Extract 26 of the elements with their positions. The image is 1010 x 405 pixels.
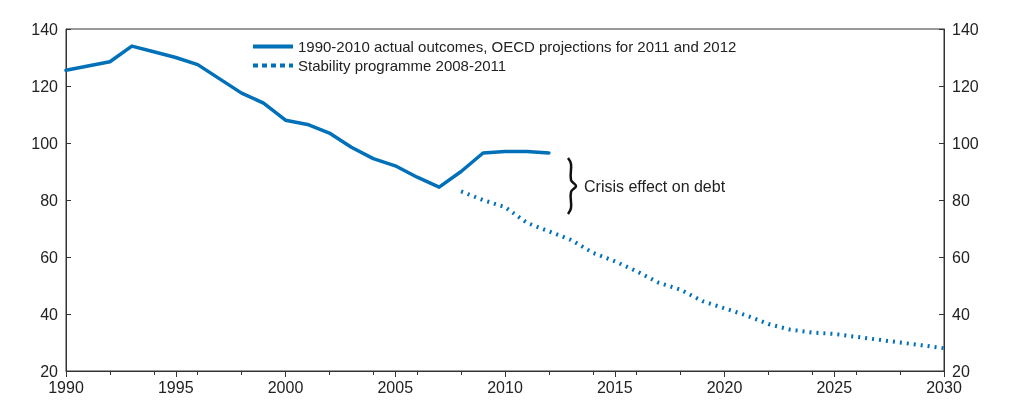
y2-tick-label: 140 [952,20,979,38]
x-tick-label: 1990 [48,378,84,396]
annotation: Crisis effect on debt [584,177,726,195]
y-tick-label: 40 [40,305,59,323]
legend-label: 1990-2010 actual outcomes, OECD projections for 2011 and 2012 [298,38,737,55]
y-tick-label: 120 [31,77,59,95]
x-tick-label: 2030 [926,378,962,396]
y-tick-label: 100 [31,134,59,152]
legend-label: Stability programme 2008-2011 [298,57,507,74]
x-tick-label: 2020 [706,378,743,396]
y2-tick-label: 80 [952,191,970,209]
y-tick-label: 60 [40,248,59,266]
y2-tick-label: 40 [952,305,970,323]
y2-tick-label: 20 [952,362,970,380]
x-tick-label: 2000 [267,378,304,396]
x-tick-label: 2010 [487,378,523,396]
x-tick-label: 1995 [157,378,194,396]
x-tick-label: 2025 [816,378,853,396]
y2-tick-label: 60 [952,248,970,266]
y-tick-label: 20 [40,362,59,380]
y-tick-label: 140 [31,20,59,38]
x-tick-label: 2015 [596,378,633,396]
y-tick-label: 80 [40,191,59,209]
x-tick-label: 2005 [377,378,414,396]
y2-tick-label: 120 [952,77,979,95]
y2-tick-label: 100 [952,134,979,152]
